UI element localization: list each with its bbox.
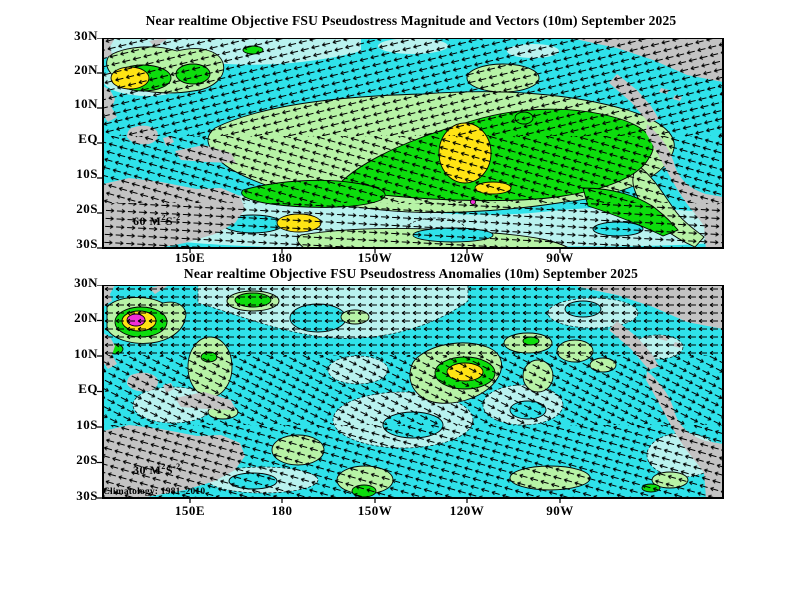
lon-label-90w-2: 90W — [546, 503, 574, 518]
lat-label-eq: EQ — [78, 131, 98, 146]
longitude-ticks-2 — [189, 498, 561, 503]
lat-label-20n-2: 20N — [74, 310, 98, 325]
lat-label-10s-2: 10S — [76, 417, 98, 432]
lat-label-30s-2: 30S — [76, 488, 98, 503]
lat-label-10s: 10S — [76, 166, 98, 181]
vector-scale-label-magnitude: 60 M2S-2 — [133, 213, 181, 228]
lon-label-150w: 150W — [357, 250, 393, 265]
longitude-ticks — [189, 248, 561, 253]
latitude-ticks — [97, 38, 103, 249]
magnitude-map-canvas — [97, 38, 724, 253]
latitude-ticks-2 — [97, 285, 103, 499]
lon-label-90w: 90W — [546, 250, 574, 265]
vector-anomaly-field — [103, 285, 723, 498]
lat-label-eq-2: EQ — [78, 381, 98, 396]
climatology-note: Climatology: 1981–2010 — [103, 487, 206, 497]
magnitude-contour-fills — [103, 38, 723, 248]
lat-label-20s: 20S — [76, 201, 98, 216]
lat-label-30n-2: 30N — [74, 275, 98, 290]
lon-label-180: 180 — [271, 250, 293, 265]
lon-label-150e: 150E — [174, 250, 206, 265]
lon-label-150w-2: 150W — [357, 503, 393, 518]
anomalies-panel-title: Near realtime Objective FSU Pseudostress… — [183, 266, 639, 281]
lat-label-30n: 30N — [74, 28, 98, 43]
lat-label-10n-2: 10N — [74, 346, 98, 361]
anomalies-map-canvas — [97, 285, 724, 503]
lat-label-20n: 20N — [74, 62, 98, 77]
lon-label-120w-2: 120W — [449, 503, 485, 518]
lon-label-150e-2: 150E — [174, 503, 206, 518]
lat-label-20s-2: 20S — [76, 452, 98, 467]
lat-label-30s: 30S — [76, 236, 98, 251]
vector-scale-label-anomalies: 30 M2S-2 — [133, 462, 181, 477]
lon-label-120w: 120W — [449, 250, 485, 265]
lat-label-10n: 10N — [74, 96, 98, 111]
lon-label-180-2: 180 — [271, 503, 293, 518]
anomalies-contour-fills — [103, 285, 723, 498]
vector-field — [103, 38, 723, 248]
magnitude-panel-title: Near realtime Objective FSU Pseudostress… — [145, 13, 677, 28]
